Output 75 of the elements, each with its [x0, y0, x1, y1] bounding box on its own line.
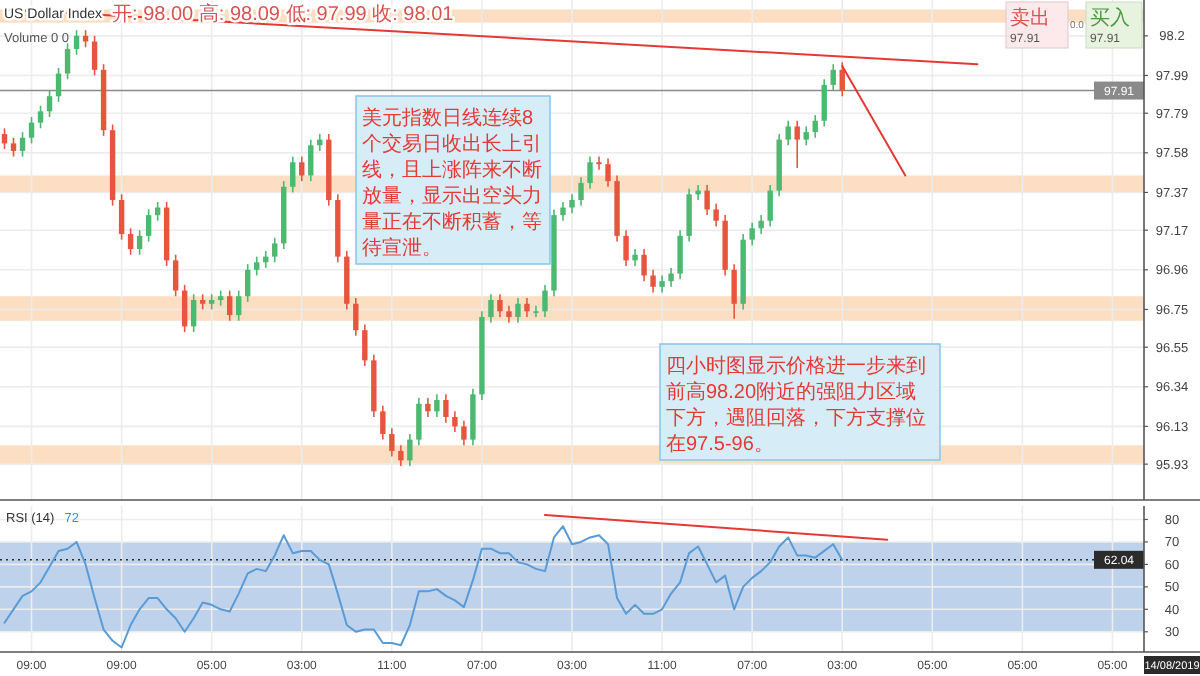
candlestick	[587, 155, 593, 190]
candlestick	[677, 229, 683, 281]
candlestick	[416, 397, 422, 447]
candlestick	[542, 284, 548, 318]
candlestick	[830, 63, 836, 92]
candlestick	[794, 119, 800, 169]
candlestick	[362, 323, 368, 367]
candlestick	[560, 201, 566, 222]
candlestick	[785, 119, 791, 147]
candlestick	[254, 255, 260, 277]
candlestick	[605, 157, 611, 188]
candlestick	[407, 433, 413, 467]
candlestick	[470, 387, 476, 447]
candlestick	[136, 229, 143, 256]
candlestick	[641, 248, 647, 282]
annotation: 四小时图显示价格进一步来到前高98.20附近的强阻力区域下方，遇阻回落，下方支撑位在97.5-96。	[666, 354, 926, 456]
candlestick	[524, 297, 530, 318]
candlestick	[308, 138, 314, 182]
candlestick	[46, 89, 53, 118]
candlestick	[596, 155, 602, 171]
candlestick	[461, 419, 467, 447]
candlestick	[398, 444, 404, 467]
candlestick	[172, 253, 179, 298]
candlestick	[425, 397, 431, 418]
candlestick	[299, 155, 305, 182]
candlestick	[290, 155, 296, 194]
candlestick	[650, 269, 656, 294]
candlestick	[227, 289, 233, 322]
candlestick	[55, 67, 62, 103]
candlestick	[731, 263, 737, 320]
candlestick	[623, 229, 629, 267]
candlestick	[695, 184, 701, 201]
candlestick	[37, 104, 44, 130]
candlestick	[434, 393, 440, 418]
candlestick	[19, 131, 26, 158]
candlestick	[812, 114, 818, 139]
candlestick	[515, 297, 521, 324]
candlestick	[28, 116, 35, 145]
candlestick	[749, 221, 755, 247]
candlestick	[488, 293, 494, 324]
candlestick	[245, 263, 251, 303]
candlestick	[839, 61, 845, 98]
candlestick	[353, 297, 359, 337]
candlestick	[190, 293, 197, 333]
candlestick	[91, 35, 98, 77]
annotation: 卖出	[1010, 6, 1050, 30]
candlestick	[821, 78, 827, 128]
candlestick	[533, 304, 539, 318]
candlestick	[704, 184, 710, 216]
candlestick	[578, 176, 584, 207]
candlestick	[758, 214, 764, 235]
line-series	[3, 525, 844, 649]
candlestick	[767, 184, 773, 228]
candlestick	[443, 393, 449, 424]
candlestick	[686, 187, 692, 243]
candlestick	[569, 193, 575, 215]
candlestick	[145, 208, 152, 243]
candlestick	[803, 125, 809, 147]
candlestick	[73, 29, 80, 56]
candlestick	[181, 284, 188, 333]
candlestick	[452, 410, 458, 433]
candlestick	[497, 293, 503, 318]
candlestick	[118, 193, 125, 241]
candlestick	[380, 404, 386, 441]
candlestick	[127, 227, 134, 256]
candlestick	[272, 236, 278, 264]
candlestick	[236, 289, 242, 322]
candlestick	[10, 136, 17, 158]
candlestick	[64, 42, 71, 81]
candlestick	[668, 267, 674, 288]
annotation: 买入	[1090, 6, 1130, 30]
candlestick	[344, 250, 350, 311]
candlestick	[389, 427, 395, 458]
annotation: 美元指数日线连续8个交易日收出长上引线，且上涨阵来不断放量，显示出空头力量正在不断积蓄，等待宣泄。	[362, 106, 542, 260]
candlestick	[713, 202, 719, 228]
